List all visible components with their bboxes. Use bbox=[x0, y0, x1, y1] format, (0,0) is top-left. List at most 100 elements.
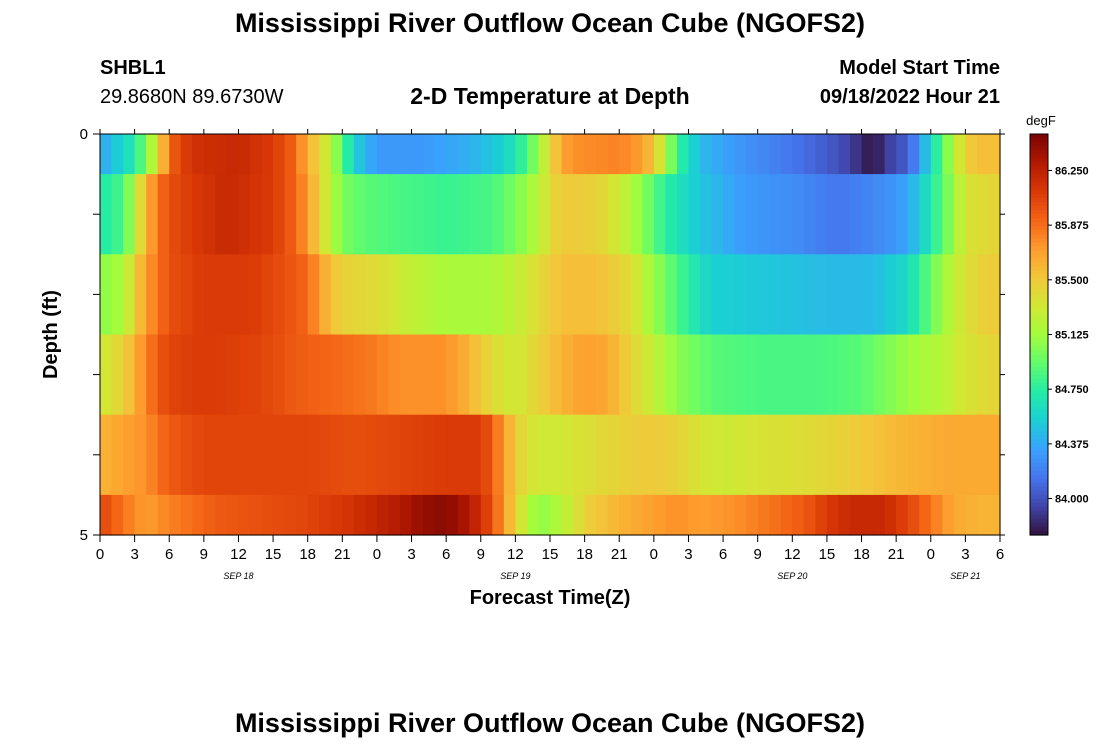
colorbar-segment bbox=[1030, 218, 1048, 223]
colorbar-segment bbox=[1030, 490, 1048, 496]
heatmap-cell bbox=[792, 174, 805, 255]
heatmap-cell bbox=[746, 414, 759, 496]
x-date-label: SEP 19 bbox=[500, 571, 530, 581]
heatmap-cell bbox=[896, 254, 909, 336]
station-coordinates: 29.8680N 89.6730W bbox=[100, 86, 284, 108]
heatmap-cell bbox=[353, 254, 366, 336]
colorbar-segment bbox=[1030, 186, 1048, 191]
colorbar-segment bbox=[1030, 202, 1048, 207]
heatmap-cell bbox=[376, 334, 390, 416]
x-tick-label: 21 bbox=[611, 546, 628, 563]
heatmap-cell bbox=[930, 174, 943, 255]
x-axis-label: Forecast Time(Z) bbox=[470, 587, 631, 609]
heatmap-cell bbox=[700, 134, 713, 175]
x-tick-label: 3 bbox=[961, 546, 969, 563]
heatmap-cell bbox=[226, 494, 240, 536]
heatmap-cell bbox=[930, 134, 943, 175]
heatmap-cell bbox=[423, 174, 436, 255]
heatmap-cell bbox=[538, 254, 551, 336]
heatmap-cell bbox=[330, 334, 343, 416]
heatmap-cell bbox=[953, 494, 966, 536]
heatmap-cell bbox=[215, 174, 228, 255]
heatmap-cell bbox=[446, 494, 459, 536]
heatmap-cell bbox=[226, 174, 240, 255]
colorbar-tick-label: 85.500 bbox=[1055, 275, 1089, 287]
heatmap-cell bbox=[734, 174, 747, 255]
heatmap-cell bbox=[296, 494, 309, 536]
heatmap-cell bbox=[757, 334, 770, 416]
heatmap-cell bbox=[746, 134, 759, 175]
heatmap-cell bbox=[838, 494, 851, 536]
heatmap-cell bbox=[411, 414, 424, 496]
heatmap-cell bbox=[919, 174, 932, 255]
x-date-label: SEP 21 bbox=[950, 571, 980, 581]
heatmap-cell bbox=[861, 414, 874, 496]
colorbar-segment bbox=[1030, 146, 1048, 151]
heatmap-cell bbox=[169, 134, 182, 175]
heatmap-cell bbox=[619, 334, 632, 416]
heatmap-cell bbox=[365, 334, 378, 416]
colorbar-segment bbox=[1030, 474, 1048, 480]
heatmap-cell bbox=[838, 174, 851, 255]
colorbar-segment bbox=[1030, 238, 1048, 243]
heatmap-cell bbox=[226, 414, 240, 496]
heatmap-cell bbox=[688, 134, 701, 175]
heatmap-cell bbox=[446, 174, 459, 255]
heatmap-cell bbox=[434, 254, 447, 336]
x-tick-label: 21 bbox=[888, 546, 905, 563]
colorbar-segment bbox=[1030, 230, 1048, 235]
colorbar-segment bbox=[1030, 358, 1048, 364]
heatmap-cell bbox=[192, 334, 205, 416]
heatmap-cell bbox=[134, 494, 147, 536]
x-tick-label: 9 bbox=[477, 546, 485, 563]
heatmap-cell bbox=[630, 254, 643, 336]
heatmap-cell bbox=[526, 174, 540, 255]
heatmap-cell bbox=[919, 254, 932, 336]
heatmap-cell bbox=[942, 134, 955, 175]
heatmap-cell bbox=[861, 334, 874, 416]
heatmap-cell bbox=[319, 134, 332, 175]
x-tick-label: 0 bbox=[96, 546, 104, 563]
colorbar-segment bbox=[1030, 170, 1048, 175]
colorbar-segment bbox=[1030, 282, 1048, 287]
heatmap-cell bbox=[976, 254, 990, 336]
heatmap-cell bbox=[330, 174, 343, 255]
heatmap-cell bbox=[457, 254, 470, 336]
heatmap-cell bbox=[769, 334, 782, 416]
heatmap-cell bbox=[746, 174, 759, 255]
heatmap-cell bbox=[976, 494, 990, 536]
heatmap-cell bbox=[769, 494, 782, 536]
heatmap-cell bbox=[584, 334, 597, 416]
heatmap-cell bbox=[365, 254, 378, 336]
heatmap-cell bbox=[284, 334, 297, 416]
heatmap-cell bbox=[826, 334, 840, 416]
heatmap-cell bbox=[261, 174, 274, 255]
heatmap-cell bbox=[353, 134, 366, 175]
heatmap-cell bbox=[238, 134, 251, 175]
heatmap-cell bbox=[296, 254, 309, 336]
heatmap-cell bbox=[550, 134, 563, 175]
heatmap-cell bbox=[180, 414, 193, 496]
heatmap-cell bbox=[250, 254, 263, 336]
heatmap-cell bbox=[607, 414, 620, 496]
heatmap-cell bbox=[942, 334, 955, 416]
heatmap-cell bbox=[238, 414, 251, 496]
colorbar-segment bbox=[1030, 446, 1048, 452]
heatmap-cell bbox=[630, 334, 643, 416]
heatmap-cell bbox=[342, 414, 355, 496]
heatmap-cell bbox=[180, 254, 193, 336]
heatmap-cell bbox=[965, 174, 978, 255]
x-tick-label: 21 bbox=[334, 546, 351, 563]
x-tick-label: 9 bbox=[200, 546, 208, 563]
heatmap-cell bbox=[838, 414, 851, 496]
heatmap-cell bbox=[826, 254, 840, 336]
heatmap-cell bbox=[157, 174, 170, 255]
heatmap-cell bbox=[376, 494, 390, 536]
x-tick-label: 12 bbox=[507, 546, 524, 563]
heatmap-cell bbox=[457, 334, 470, 416]
heatmap-cell bbox=[446, 134, 459, 175]
colorbar: 86.250 85.875 85.500 85.125 84.750 84.375 84.0… bbox=[1029, 133, 1089, 536]
colorbar-segment bbox=[1030, 426, 1048, 432]
heatmap-cell bbox=[607, 134, 620, 175]
heatmap-cell bbox=[884, 494, 897, 536]
